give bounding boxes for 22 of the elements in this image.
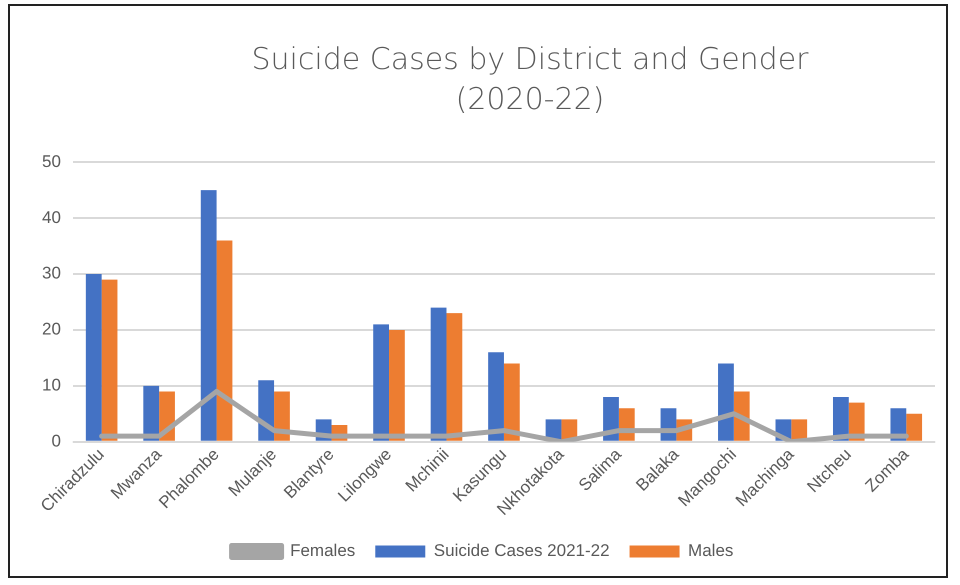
bar (430, 308, 446, 441)
bar (504, 363, 520, 441)
legend-label: Females (290, 541, 356, 560)
legend-label: Suicide Cases 2021-22 (434, 541, 610, 560)
y-tick-label: 30 (42, 264, 61, 283)
bar (102, 280, 118, 441)
bar (906, 414, 922, 441)
chart-title: Suicide Cases by District and Gender (2020-22) (250, 41, 810, 119)
bar (200, 190, 217, 441)
y-tick-label: 50 (42, 152, 61, 171)
y-tick-label: 0 (51, 431, 61, 450)
bar (86, 274, 102, 441)
y-tick-label: 20 (42, 320, 61, 339)
bar (446, 313, 462, 441)
y-tick-label: 40 (42, 208, 61, 227)
bar (718, 363, 734, 441)
bar (216, 240, 232, 441)
bar (389, 330, 405, 441)
y-tick-label: 10 (42, 376, 61, 395)
bar (488, 352, 504, 441)
bar (373, 324, 390, 441)
legend-label: Males (688, 541, 734, 560)
